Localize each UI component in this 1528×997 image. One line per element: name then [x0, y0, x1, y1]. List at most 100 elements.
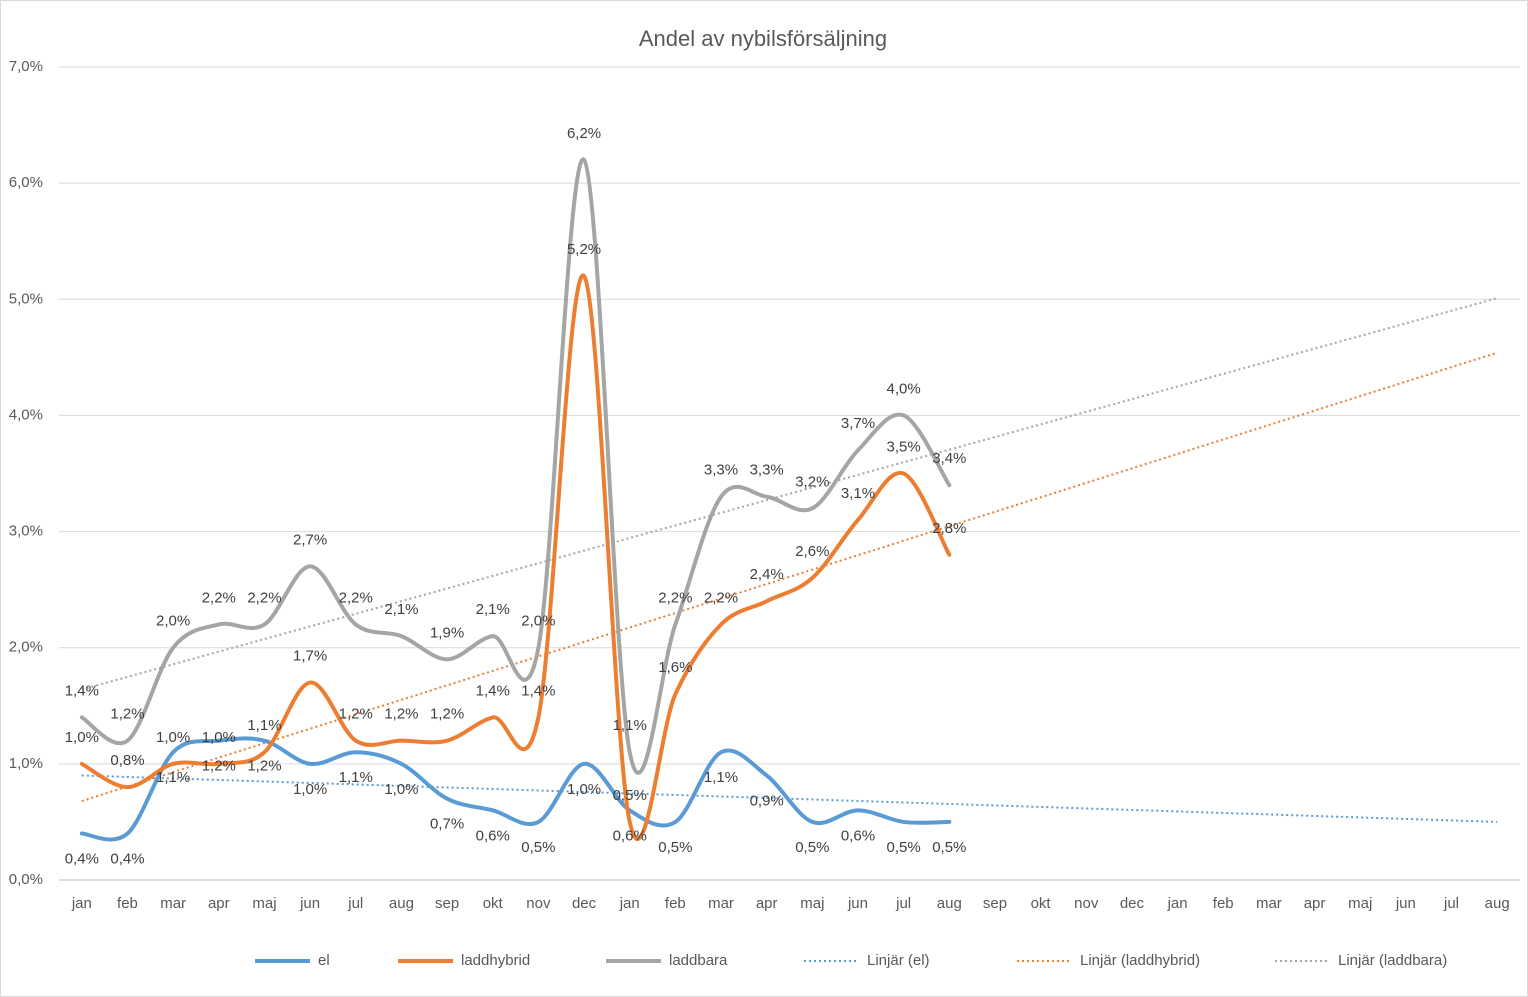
data-label: 2,1%	[476, 601, 510, 618]
legend-label: el	[318, 952, 330, 969]
series-line	[79, 157, 952, 775]
series-line	[79, 274, 952, 841]
x-tick-label: mar	[708, 895, 734, 912]
x-tick-label: okt	[1031, 895, 1052, 912]
data-label: 3,2%	[795, 473, 829, 490]
data-label: 0,6%	[613, 827, 647, 844]
data-label: 1,0%	[567, 781, 601, 798]
data-label: 0,7%	[430, 816, 464, 833]
y-tick-label: 5,0%	[9, 290, 43, 307]
x-tick-label: jul	[1443, 895, 1459, 912]
series-line	[79, 736, 952, 842]
data-label: 1,0%	[65, 729, 99, 746]
data-label: 3,4%	[932, 450, 966, 467]
data-label: 0,4%	[65, 851, 99, 868]
x-tick-label: okt	[483, 895, 504, 912]
x-tick-label: nov	[1074, 895, 1099, 912]
y-tick-label: 7,0%	[9, 58, 43, 75]
y-tick-label: 1,0%	[9, 755, 43, 772]
data-label: 1,2%	[110, 706, 144, 723]
data-label: 1,6%	[658, 659, 692, 676]
data-label: 2,2%	[704, 589, 738, 606]
data-label: 1,1%	[156, 769, 190, 786]
x-tick-label: jun	[299, 895, 320, 912]
x-tick-label: apr	[1304, 895, 1326, 912]
data-label: 1,2%	[247, 758, 281, 775]
data-label: 2,2%	[202, 589, 236, 606]
data-label: 1,0%	[156, 729, 190, 746]
data-label: 1,9%	[430, 624, 464, 641]
data-label: 1,0%	[202, 729, 236, 746]
y-tick-label: 0,0%	[9, 871, 43, 888]
data-label: 4,0%	[887, 380, 921, 397]
y-tick-label: 2,0%	[9, 639, 43, 656]
x-tick-label: feb	[665, 895, 686, 912]
x-tick-label: feb	[1213, 895, 1234, 912]
data-label: 1,4%	[521, 682, 555, 699]
x-tick-label: aug	[389, 895, 414, 912]
data-label: 1,1%	[339, 769, 373, 786]
data-label: 2,0%	[521, 613, 555, 630]
legend-label: Linjär (laddbara)	[1338, 952, 1447, 969]
x-tick-label: apr	[208, 895, 230, 912]
data-label: 1,1%	[247, 717, 281, 734]
data-label: 6,2%	[567, 125, 601, 142]
data-label: 0,5%	[887, 839, 921, 856]
x-tick-label: jul	[347, 895, 363, 912]
data-label: 3,7%	[841, 415, 875, 432]
x-tick-label: jul	[895, 895, 911, 912]
data-label: 2,2%	[247, 589, 281, 606]
x-tick-label: jun	[1395, 895, 1416, 912]
x-tick-label: jun	[847, 895, 868, 912]
x-tick-label: sep	[435, 895, 459, 912]
data-label: 0,6%	[476, 827, 510, 844]
data-label: 3,5%	[887, 438, 921, 455]
trendline	[81, 774, 1498, 823]
data-label: 2,2%	[339, 589, 373, 606]
data-label: 0,8%	[110, 752, 144, 769]
data-label: 3,3%	[704, 462, 738, 479]
data-label: 0,5%	[521, 839, 555, 856]
y-tick-label: 4,0%	[9, 406, 43, 423]
data-label: 2,6%	[795, 543, 829, 560]
x-tick-label: apr	[756, 895, 778, 912]
data-label: 2,7%	[293, 531, 327, 548]
x-tick-label: jan	[619, 895, 640, 912]
x-tick-label: maj	[252, 895, 276, 912]
data-label: 5,2%	[567, 241, 601, 258]
legend-label: laddhybrid	[461, 952, 530, 969]
x-tick-label: jan	[1167, 895, 1188, 912]
data-label: 3,3%	[750, 462, 784, 479]
data-label: 0,5%	[795, 839, 829, 856]
y-tick-label: 6,0%	[9, 174, 43, 191]
y-tick-label: 3,0%	[9, 523, 43, 540]
data-label: 2,0%	[156, 613, 190, 630]
legend-label: Linjär (el)	[867, 952, 930, 969]
x-tick-label: aug	[1485, 895, 1510, 912]
data-label: 1,2%	[339, 706, 373, 723]
data-label: 0,4%	[110, 851, 144, 868]
data-label: 1,0%	[293, 781, 327, 798]
legend-label: Linjär (laddhybrid)	[1080, 952, 1200, 969]
data-label: 0,9%	[750, 792, 784, 809]
x-tick-label: dec	[572, 895, 597, 912]
data-label: 0,5%	[932, 839, 966, 856]
data-label: 3,1%	[841, 485, 875, 502]
data-label: 1,4%	[65, 682, 99, 699]
x-tick-label: dec	[1120, 895, 1145, 912]
data-label: 1,4%	[476, 682, 510, 699]
x-tick-label: mar	[1256, 895, 1282, 912]
data-label: 1,2%	[202, 758, 236, 775]
chart-title: Andel av nybilsförsäljning	[639, 26, 887, 51]
data-label: 1,7%	[293, 648, 327, 665]
data-label: 1,2%	[384, 706, 418, 723]
x-tick-label: nov	[526, 895, 551, 912]
legend-label: laddbara	[669, 952, 728, 969]
data-label: 0,5%	[613, 787, 647, 804]
data-label: 1,2%	[430, 706, 464, 723]
data-label: 2,1%	[384, 601, 418, 618]
data-label: 2,8%	[932, 520, 966, 537]
x-tick-label: sep	[983, 895, 1007, 912]
